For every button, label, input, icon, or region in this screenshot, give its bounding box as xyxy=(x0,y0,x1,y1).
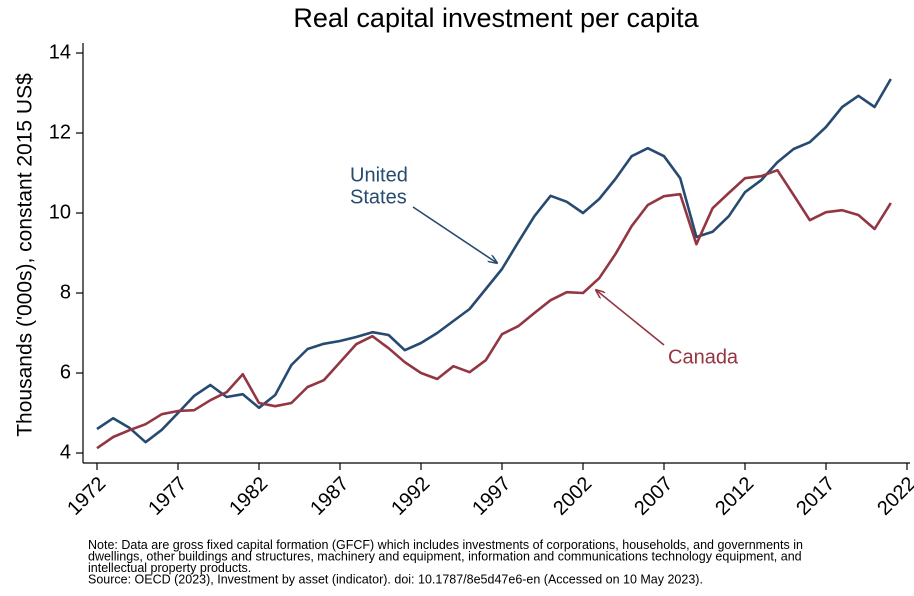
series-line xyxy=(96,168,892,450)
x-tick-label: 2017 xyxy=(792,473,839,520)
note-line: dwellings, other buildings and structure… xyxy=(88,550,802,564)
series-line xyxy=(96,78,892,444)
note-line: intellectual property products. xyxy=(88,561,251,575)
note-line: Source: OECD (2023), Investment by asset… xyxy=(88,573,703,587)
y-axis-label: Thousands ('000s), constant 2015 US$ xyxy=(14,73,37,437)
annotation-arrow xyxy=(596,290,665,346)
chart-title: Real capital investment per capita xyxy=(293,3,699,33)
x-tick-label: 1982 xyxy=(225,473,272,520)
x-tick-label: 1987 xyxy=(306,473,353,520)
annotation-text: States xyxy=(350,186,407,208)
y-tick-label: 6 xyxy=(60,361,71,383)
annotation-text: Canada xyxy=(668,346,739,368)
x-tick-label: 1992 xyxy=(387,473,434,520)
y-tick-label: 14 xyxy=(49,41,71,63)
annotation-text: United xyxy=(350,164,408,186)
x-tick-label: 2022 xyxy=(873,473,914,520)
y-tick-label: 4 xyxy=(60,441,71,463)
y-tick-label: 10 xyxy=(49,201,71,223)
y-tick-label: 12 xyxy=(49,121,71,143)
x-tick-label: 1972 xyxy=(63,473,110,520)
x-tick-label: 2012 xyxy=(711,473,758,520)
annotation-arrow xyxy=(412,206,497,263)
y-tick-label: 8 xyxy=(60,281,71,303)
x-tick-label: 1997 xyxy=(468,473,515,520)
x-tick-label: 1977 xyxy=(144,473,191,520)
x-tick-label: 2002 xyxy=(549,473,596,520)
x-tick-label: 2007 xyxy=(630,473,677,520)
note-line: Note: Data are gross fixed capital forma… xyxy=(88,538,803,552)
